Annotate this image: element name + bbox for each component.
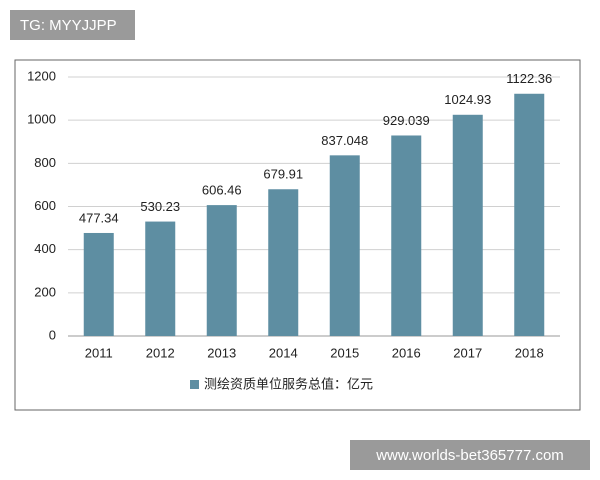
legend-label: 测绘资质单位服务总值：亿元 bbox=[204, 376, 373, 391]
watermark-text: TG: MYYJJPP bbox=[20, 17, 117, 34]
bar bbox=[83, 232, 114, 336]
y-tick-label: 600 bbox=[34, 198, 56, 213]
x-tick-label: 2015 bbox=[330, 345, 359, 360]
legend-swatch bbox=[190, 380, 199, 389]
value-label: 929.039 bbox=[383, 113, 430, 128]
value-label: 1122.36 bbox=[506, 71, 552, 86]
value-label: 477.34 bbox=[79, 210, 119, 225]
bar bbox=[206, 205, 237, 336]
y-tick-label: 800 bbox=[34, 155, 56, 170]
x-tick-label: 2012 bbox=[146, 345, 175, 360]
y-tick-label: 0 bbox=[49, 327, 56, 342]
bar bbox=[268, 189, 299, 336]
value-label: 679.91 bbox=[263, 167, 303, 182]
value-label: 1024.93 bbox=[444, 92, 491, 107]
bar bbox=[514, 93, 545, 337]
watermark-box bbox=[350, 440, 590, 470]
y-tick-label: 400 bbox=[34, 241, 56, 256]
x-tick-label: 2016 bbox=[392, 345, 421, 360]
y-tick-label: 200 bbox=[34, 284, 56, 299]
x-tick-label: 2017 bbox=[453, 345, 482, 360]
x-tick-label: 2011 bbox=[85, 345, 113, 360]
value-label: 837.048 bbox=[321, 133, 368, 148]
watermark-text: www.worlds-bet365777.com bbox=[375, 447, 564, 464]
bar bbox=[329, 155, 360, 336]
y-tick-label: 1000 bbox=[27, 112, 56, 127]
y-tick-label: 1200 bbox=[27, 68, 56, 83]
watermark-box bbox=[10, 10, 135, 40]
x-tick-label: 2013 bbox=[207, 345, 236, 360]
bar bbox=[391, 135, 422, 336]
bar bbox=[452, 114, 483, 336]
x-tick-label: 2014 bbox=[269, 345, 298, 360]
value-label: 606.46 bbox=[202, 183, 242, 198]
x-tick-label: 2018 bbox=[515, 345, 544, 360]
bar bbox=[145, 221, 176, 336]
value-label: 530.23 bbox=[140, 199, 180, 214]
